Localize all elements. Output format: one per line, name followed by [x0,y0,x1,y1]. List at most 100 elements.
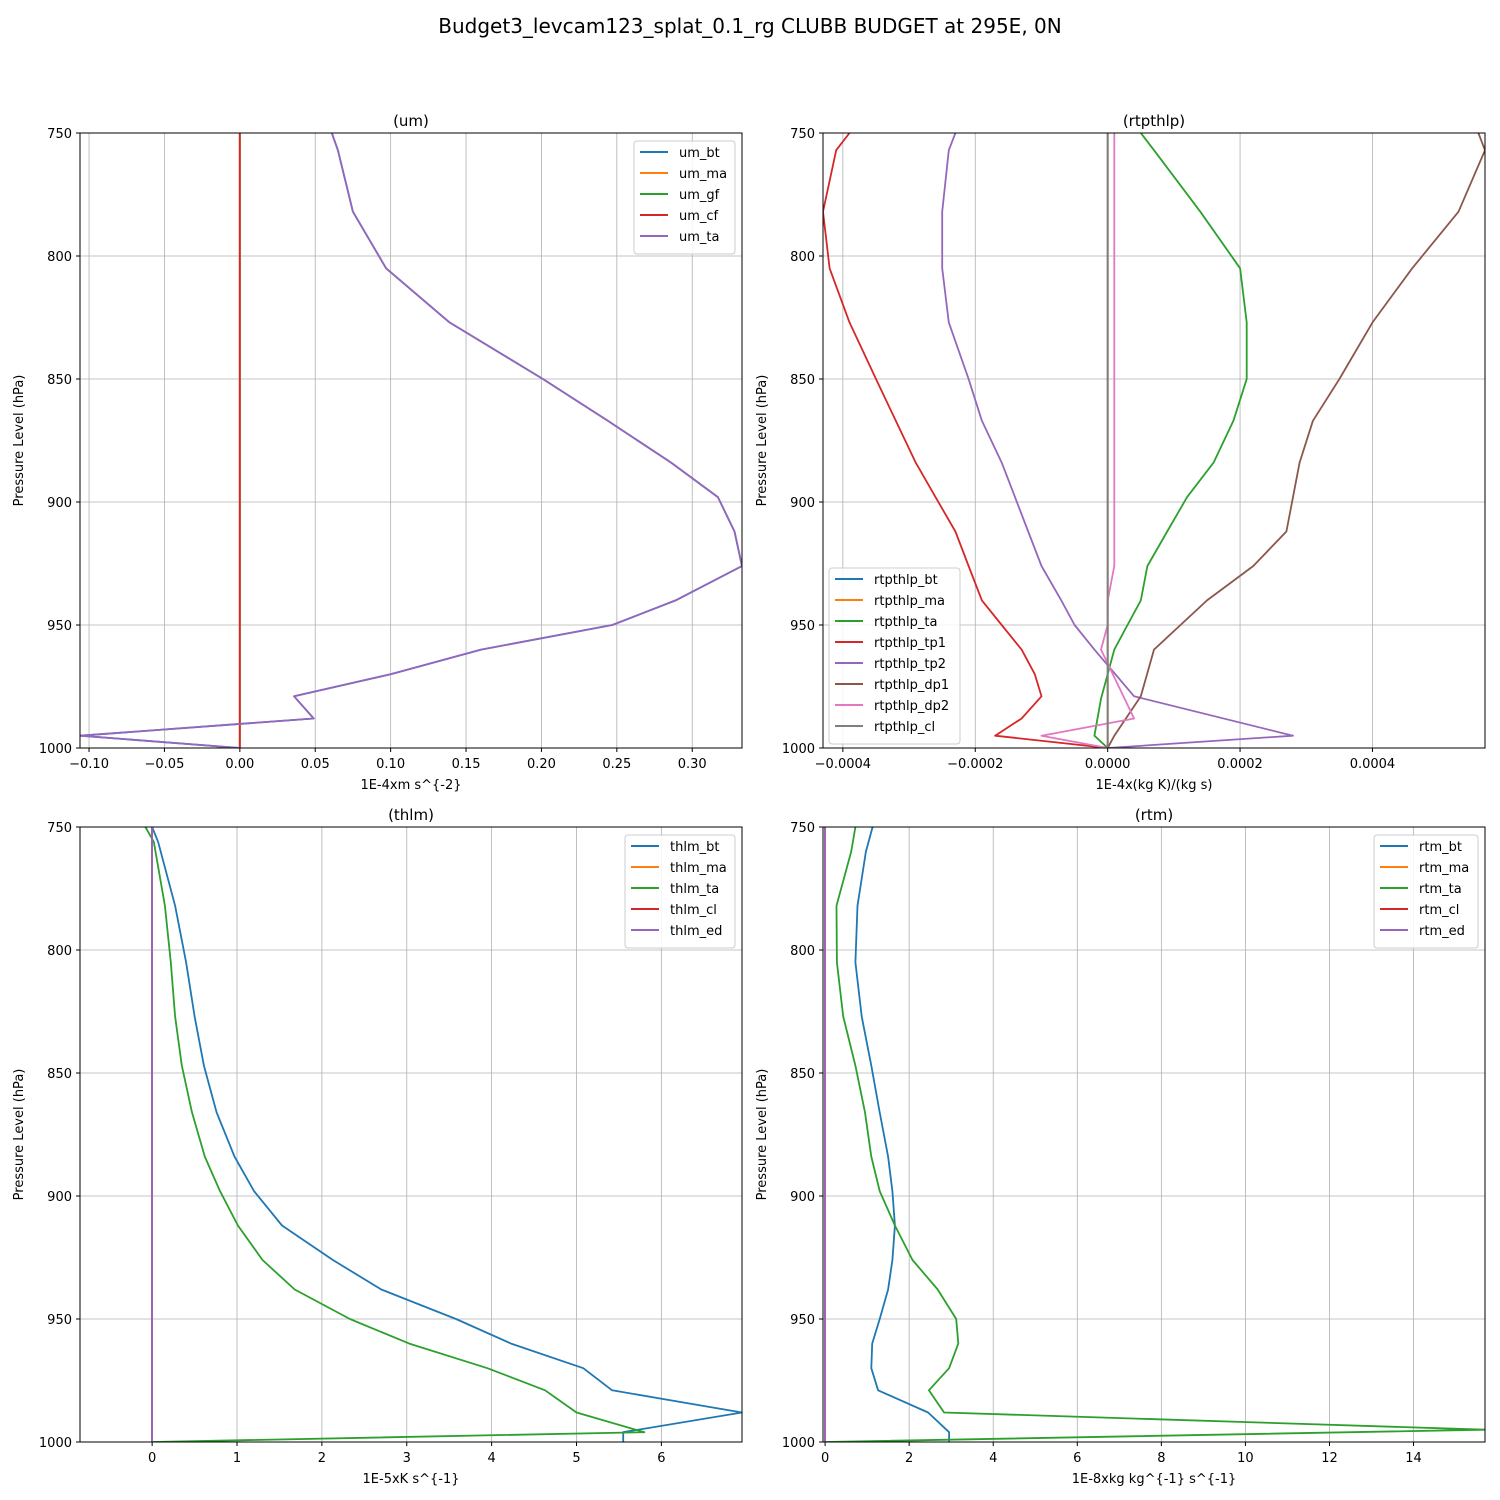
series-line-rtm_ta [825,827,1485,1442]
y-tick-label: 750 [790,821,815,836]
legend-label: thlm_ma [670,861,727,876]
legend-label: rtpthlp_dp1 [874,678,949,693]
legend-label: rtm_ma [1419,861,1469,876]
x-tick-label: 14 [1405,1451,1422,1466]
legend-label: thlm_cl [670,903,717,918]
x-tick-label: 2 [905,1451,913,1466]
y-tick-label: 900 [790,1190,815,1205]
panel-title: (thlm) [388,806,434,824]
legend-label: thlm_ed [670,924,722,939]
y-tick-label: 950 [47,619,72,634]
y-tick-label: 800 [790,944,815,959]
x-tick-label: −0.10 [69,757,109,772]
x-tick-label: 8 [1157,1451,1165,1466]
x-tick-label: 0 [821,1451,829,1466]
legend-label: rtpthlp_tp1 [874,636,946,651]
legend-label: um_cf [679,209,719,224]
x-tick-label: 0.20 [527,757,556,772]
x-tick-label: 1 [233,1451,241,1466]
y-tick-label: 800 [790,250,815,265]
legend-label: rtpthlp_dp2 [874,699,949,714]
x-tick-label: 0.0002 [1217,757,1263,772]
series-line-rtpthlp_dp1 [1106,133,1485,748]
legend: um_bt um_ma um_gf um_cf um_ta [633,140,736,255]
y-tick-label: 900 [47,496,72,511]
axes-frame [822,132,1486,749]
series-line-rtpthlp_tp1 [823,133,1108,748]
y-axis-label: Pressure Level (hPa) [755,1069,770,1201]
chart-panel: −0.10 −0.05 0.00 0.05 0.10 0.15 0.20 0.25 0.30 75… [12,112,743,793]
x-tick-label: 4 [989,1451,997,1466]
series-line-rtpthlp_dp2 [1040,133,1135,748]
y-tick-label: 800 [47,250,72,265]
y-tick-label: 950 [47,1313,72,1328]
axes-frame [822,826,1486,1443]
x-axis-label: 1E-5xK s^{-1} [363,1472,460,1487]
y-tick-label: 850 [47,1067,72,1082]
panel-title: (um) [393,112,429,130]
x-tick-label: 0.30 [678,757,707,772]
chart-panel: −0.0004 −0.0002 0.0000 0.0002 0.0004 750 800 85… [755,112,1486,793]
x-tick-label: 3 [403,1451,411,1466]
y-tick-label: 750 [47,821,72,836]
x-tick-label: 0 [148,1451,156,1466]
x-tick-label: 0.00 [225,757,254,772]
x-tick-label: 0.15 [452,757,481,772]
panel-title: (rtpthlp) [1123,112,1185,130]
x-tick-label: 0.10 [376,757,405,772]
legend: thlm_bt thlm_ma thlm_ta thlm_cl thlm_ed [624,834,736,949]
axes-frame [79,826,743,1443]
y-tick-label: 850 [47,373,72,388]
legend-label: thlm_bt [670,840,719,855]
y-tick-label: 900 [47,1190,72,1205]
x-tick-label: 12 [1321,1451,1338,1466]
legend-label: rtpthlp_cl [874,720,935,735]
y-tick-label: 950 [790,1313,815,1328]
y-axis-label: Pressure Level (hPa) [12,375,27,507]
y-tick-label: 900 [790,496,815,511]
chart-panel: 0 2 4 6 8 10 12 14 750 800 850 900 950 1000 (rtm) 1E-8x… [755,806,1486,1487]
y-tick-label: 950 [790,619,815,634]
legend-label: thlm_ta [670,882,719,897]
legend-box [1373,834,1479,949]
x-axis-label: 1E-4x(kg K)/(kg s) [1096,778,1213,793]
y-tick-label: 1000 [782,742,815,757]
x-tick-label: 0.25 [602,757,631,772]
chart-panel: 0 1 2 3 4 5 6 750 800 850 900 950 1000 (thlm) 1E-5xK s… [12,806,743,1487]
x-tick-label: 10 [1237,1451,1254,1466]
legend-box [633,140,736,255]
x-tick-label: 0.0004 [1350,757,1396,772]
legend-label: rtpthlp_ma [874,594,945,609]
legend-label: rtpthlp_tp2 [874,657,946,672]
figure-title: Budget3_levcam123_splat_0.1_rg CLUBB BUD… [438,14,1062,38]
legend-label: rtm_bt [1419,840,1462,855]
legend-label: rtm_ta [1419,882,1462,897]
x-tick-label: 4 [487,1451,495,1466]
x-tick-label: −0.0004 [815,757,871,772]
legend-label: rtpthlp_bt [874,573,938,588]
y-tick-label: 1000 [39,742,72,757]
x-tick-label: 6 [1073,1451,1081,1466]
legend-box [624,834,736,949]
y-tick-label: 1000 [782,1436,815,1451]
y-tick-label: 1000 [39,1436,72,1451]
legend-label: um_bt [679,146,720,161]
x-tick-label: −0.0002 [947,757,1003,772]
y-tick-label: 800 [47,944,72,959]
legend: rtpthlp_bt rtpthlp_ma rtpthlp_ta rtpthlp_tp… [828,567,961,745]
y-tick-label: 850 [790,373,815,388]
y-tick-label: 750 [790,127,815,142]
legend-label: um_ta [679,230,719,245]
y-tick-label: 750 [47,127,72,142]
y-axis-label: Pressure Level (hPa) [12,1069,27,1201]
y-axis-label: Pressure Level (hPa) [755,375,770,507]
legend: rtm_bt rtm_ma rtm_ta rtm_cl rtm_ed [1373,834,1479,949]
legend-label: rtm_cl [1419,903,1459,918]
series-line-um_ta [80,133,742,748]
axes-frame [79,132,743,749]
legend-label: rtm_ed [1419,924,1465,939]
x-tick-label: 0.0000 [1085,757,1131,772]
x-tick-label: 2 [318,1451,326,1466]
legend-label: rtpthlp_ta [874,615,937,630]
